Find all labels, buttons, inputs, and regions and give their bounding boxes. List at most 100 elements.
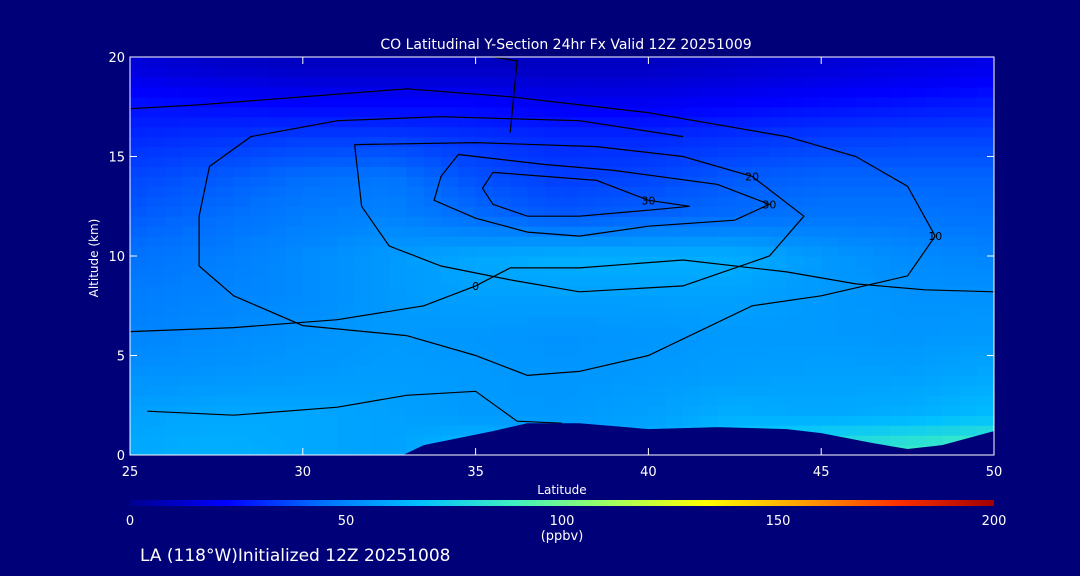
field-cell	[389, 315, 408, 327]
field-cell	[510, 96, 529, 108]
field-cell	[890, 76, 909, 88]
field-cell	[216, 425, 235, 436]
field-cell	[579, 365, 598, 376]
field-cell	[216, 355, 235, 367]
field-cell	[873, 186, 891, 197]
field-cell	[613, 335, 632, 347]
field-cell	[371, 325, 390, 337]
field-cell	[458, 325, 477, 337]
field-cell	[734, 226, 753, 237]
field-cell	[596, 106, 615, 118]
field-cell	[492, 186, 511, 197]
field-cell	[924, 166, 943, 177]
field-cell	[216, 275, 235, 287]
field-cell	[130, 315, 148, 327]
field-cell	[337, 186, 356, 197]
field-cell	[147, 66, 166, 78]
field-cell	[216, 186, 235, 197]
field-cell	[475, 395, 494, 406]
field-cell	[562, 166, 580, 177]
field-cell	[527, 166, 546, 177]
field-cell	[250, 435, 269, 446]
field-cell	[734, 176, 753, 187]
field-cell	[423, 186, 442, 197]
field-cell	[285, 275, 304, 287]
field-cell	[562, 285, 580, 297]
field-cell	[907, 285, 926, 297]
field-cell	[596, 186, 615, 197]
contour-line	[433, 153, 771, 237]
field-cell	[337, 116, 356, 128]
field-cell	[769, 236, 788, 247]
field-cell	[250, 66, 269, 78]
field-cell	[579, 375, 598, 386]
field-cell	[631, 345, 649, 357]
field-cell	[130, 166, 148, 177]
field-cell	[181, 435, 200, 446]
field-cell	[734, 66, 753, 78]
field-cell	[147, 375, 166, 386]
field-cell	[216, 86, 235, 98]
field-cell	[250, 325, 269, 337]
field-cell	[976, 156, 994, 168]
field-cell	[648, 146, 667, 158]
field-cell	[562, 265, 580, 277]
field-cell	[596, 305, 615, 317]
field-cell	[631, 226, 649, 237]
field-cell	[458, 405, 477, 416]
field-cell	[873, 57, 891, 68]
field-cell	[510, 86, 529, 98]
field-cell	[423, 226, 442, 237]
field-cell	[786, 315, 805, 327]
field-cell	[510, 256, 529, 267]
field-cell	[285, 445, 304, 455]
field-cell	[838, 275, 857, 287]
field-cell	[596, 365, 615, 376]
field-cell	[406, 146, 425, 158]
field-cell	[579, 136, 598, 148]
field-cell	[596, 116, 615, 128]
field-cell	[337, 405, 356, 416]
field-cell	[354, 146, 373, 158]
field-cell	[682, 246, 701, 257]
field-cell	[337, 345, 356, 357]
field-cell	[855, 415, 874, 426]
field-cell	[250, 385, 269, 396]
field-cell	[492, 415, 511, 426]
field-cell	[682, 116, 701, 128]
field-cell	[250, 156, 269, 168]
field-cell	[803, 256, 822, 267]
field-cell	[181, 295, 200, 307]
field-cell	[302, 265, 321, 277]
x-axis: 25 30 35 40 45 50	[122, 57, 1002, 480]
field-cell	[700, 305, 719, 317]
field-cell	[130, 186, 148, 197]
field-cell	[562, 116, 580, 128]
field-cell	[354, 106, 373, 118]
field-cell	[769, 415, 788, 426]
field-cell	[492, 66, 511, 78]
field-cell	[216, 295, 235, 307]
field-cell	[475, 405, 494, 416]
field-cell	[510, 146, 529, 158]
field-cell	[233, 415, 252, 426]
field-cell	[786, 196, 805, 207]
field-cell	[959, 236, 978, 247]
field-cell	[199, 226, 217, 237]
field-cell	[803, 295, 822, 307]
field-cell	[700, 395, 719, 406]
field-cell	[942, 345, 961, 357]
field-cell	[285, 285, 304, 297]
field-cell	[682, 365, 701, 376]
field-cell	[475, 315, 494, 327]
field-cell	[527, 415, 546, 426]
field-cell	[130, 265, 148, 277]
field-cell	[769, 345, 788, 357]
field-cell	[613, 226, 632, 237]
field-cell	[838, 136, 857, 148]
field-cell	[371, 375, 390, 386]
contour-line	[354, 141, 805, 293]
field-cell	[544, 385, 563, 396]
field-cell	[752, 76, 770, 88]
field-cell	[665, 285, 684, 297]
